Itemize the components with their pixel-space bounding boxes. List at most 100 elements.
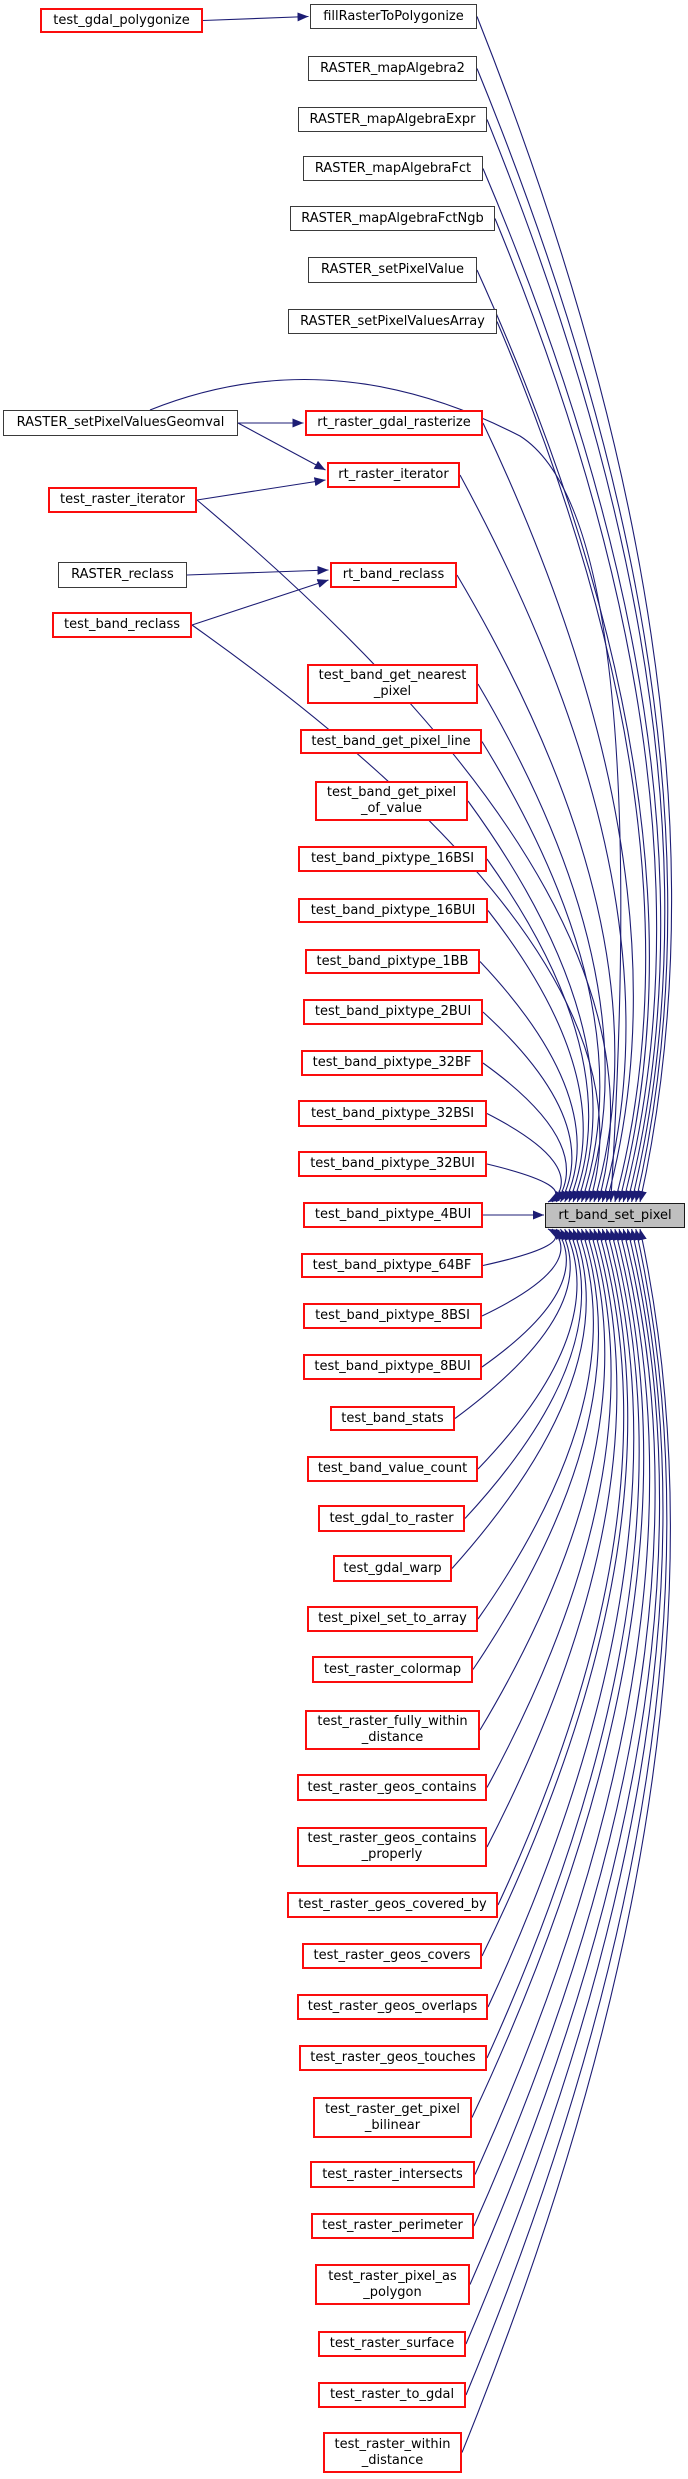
node-label: RASTER_setPixelValue — [321, 262, 464, 278]
call-edge-RASTER_setPixelValuesGeomval--rt_raster_iterator — [237, 422, 326, 471]
graph-node-test_gdal_warp[interactable]: test_gdal_warp — [333, 1555, 452, 1582]
node-label: _of_value — [360, 801, 423, 816]
graph-node-test_raster_geos_covered_by[interactable]: test_raster_geos_covered_by — [287, 1892, 498, 1918]
node-label: test_band_pixtype_32BF — [312, 1055, 472, 1071]
node-label: test_raster_colormap — [323, 1661, 462, 1677]
graph-node-test_pixel_set_to_array[interactable]: test_pixel_set_to_array — [307, 1606, 478, 1632]
graph-node-test_band_value_count[interactable]: test_band_value_count — [307, 1456, 478, 1482]
node-label: RASTER_mapAlgebraFct — [314, 160, 472, 176]
node-label: test_raster_to_gdal — [329, 2387, 455, 2403]
node-label: test_raster_pixel_as — [328, 2268, 457, 2284]
node-label: test_band_pixtype_1BB — [316, 953, 469, 969]
graph-node-test_band_pixtype_64BF[interactable]: test_band_pixtype_64BF — [301, 1253, 483, 1278]
graph-node-test_band_stats[interactable]: test_band_stats — [330, 1406, 455, 1431]
graph-node-test_band_pixtype_32BF[interactable]: test_band_pixtype_32BF — [301, 1050, 483, 1076]
graph-node-test_band_pixtype_16BUI[interactable]: test_band_pixtype_16BUI — [298, 898, 488, 923]
call-edge-rt_raster_iterator--rt_band_set_pixel — [459, 474, 627, 1203]
graph-node-test_band_pixtype_16BSI[interactable]: test_band_pixtype_16BSI — [298, 846, 487, 872]
graph-node-test_band_reclass[interactable]: test_band_reclass — [52, 612, 192, 638]
call-edge-test_band_stats--rt_band_set_pixel — [454, 1228, 571, 1419]
graph-node-RASTER_mapAlgebraExpr[interactable]: RASTER_mapAlgebraExpr — [298, 107, 487, 132]
call-edge-test_gdal_warp--rt_band_set_pixel — [451, 1228, 587, 1569]
graph-node-RASTER_mapAlgebraFctNgb[interactable]: RASTER_mapAlgebraFctNgb — [290, 206, 495, 231]
graph-node-test_raster_geos_covers[interactable]: test_raster_geos_covers — [302, 1943, 482, 1969]
call-edge-test_raster_intersects--rt_band_set_pixel — [474, 1228, 651, 2175]
graph-node-test_gdal_to_raster[interactable]: test_gdal_to_raster — [318, 1505, 465, 1532]
graph-node-RASTER_mapAlgebra2[interactable]: RASTER_mapAlgebra2 — [308, 56, 477, 81]
graph-node-test_raster_fully_within_distance[interactable]: test_raster_fully_within _distance — [305, 1710, 480, 1750]
node-label: test_band_pixtype_16BUI — [310, 902, 476, 918]
call-edge-test_band_pixtype_16BSI--rt_band_set_pixel — [486, 858, 590, 1203]
graph-node-test_raster_surface[interactable]: test_raster_surface — [318, 2331, 466, 2357]
graph-node-test_band_pixtype_8BUI[interactable]: test_band_pixtype_8BUI — [303, 1354, 482, 1380]
graph-node-fillRasterToPolygonize[interactable]: fillRasterToPolygonize — [310, 4, 477, 29]
graph-node-test_band_pixtype_8BSI[interactable]: test_band_pixtype_8BSI — [303, 1303, 482, 1329]
call-edge-RASTER_setPixelValuesArray--rt_band_set_pixel — [496, 321, 647, 1203]
node-label: RASTER_mapAlgebraExpr — [309, 111, 476, 127]
graph-node-test_raster_geos_contains[interactable]: test_raster_geos_contains — [297, 1774, 487, 1801]
call-edge-test_band_reclass--rt_band_reclass — [191, 579, 329, 626]
node-label: test_raster_get_pixel — [324, 2101, 461, 2117]
node-label: test_band_pixtype_64BF — [312, 1257, 472, 1273]
graph-node-test_band_pixtype_2BUI[interactable]: test_band_pixtype_2BUI — [303, 999, 483, 1025]
graph-node-test_raster_within_distance[interactable]: test_raster_within _distance — [323, 2432, 462, 2473]
node-label: test_raster_intersects — [322, 2166, 463, 2182]
call-edge-test_raster_geos_contains--rt_band_set_pixel — [486, 1228, 612, 1788]
graph-node-rt_band_reclass[interactable]: rt_band_reclass — [330, 562, 457, 588]
node-label: test_band_pixtype_8BSI — [315, 1308, 470, 1324]
call-edge-test_raster_geos_touches--rt_band_set_pixel — [486, 1228, 640, 2059]
graph-node-test_band_pixtype_32BSI[interactable]: test_band_pixtype_32BSI — [298, 1100, 487, 1127]
node-label: test_band_stats — [341, 1410, 444, 1426]
node-label: rt_band_reclass — [342, 567, 445, 583]
graph-node-RASTER_mapAlgebraFct[interactable]: RASTER_mapAlgebraFct — [303, 156, 483, 181]
call-edge-test_gdal_polygonize--fillRasterToPolygonize — [202, 12, 309, 22]
node-label: RASTER_mapAlgebraFctNgb — [301, 210, 484, 226]
graph-node-test_band_get_pixel_line[interactable]: test_band_get_pixel_line — [300, 729, 482, 754]
call-edge-test_raster_geos_contains_properly--rt_band_set_pixel — [486, 1228, 618, 1848]
graph-node-test_band_get_pixel_of_value[interactable]: test_band_get_pixel _of_value — [315, 781, 468, 821]
graph-node-RASTER_reclass[interactable]: RASTER_reclass — [58, 562, 187, 588]
node-label: test_band_reclass — [63, 617, 180, 633]
node-label: test_pixel_set_to_array — [318, 1611, 467, 1627]
call-edge-test_raster_surface--rt_band_set_pixel — [465, 1228, 664, 2345]
graph-node-test_raster_to_gdal[interactable]: test_raster_to_gdal — [318, 2382, 466, 2408]
graph-node-test_band_pixtype_4BUI[interactable]: test_band_pixtype_4BUI — [303, 1202, 483, 1228]
node-label: test_raster_iterator — [60, 492, 185, 508]
node-label: test_band_pixtype_32BSI — [310, 1105, 475, 1121]
graph-node-test_raster_intersects[interactable]: test_raster_intersects — [310, 2161, 475, 2188]
graph-node-test_raster_perimeter[interactable]: test_raster_perimeter — [311, 2213, 474, 2239]
graph-node-test_raster_colormap[interactable]: test_raster_colormap — [312, 1656, 473, 1683]
graph-node-test_band_pixtype_1BB[interactable]: test_band_pixtype_1BB — [305, 949, 480, 974]
node-label: _distance — [361, 1730, 424, 1745]
call-edge-test_raster_iterator--rt_raster_iterator — [196, 477, 326, 501]
graph-node-rt_raster_iterator[interactable]: rt_raster_iterator — [327, 462, 460, 488]
graph-node-test_raster_geos_touches[interactable]: test_raster_geos_touches — [299, 2045, 487, 2071]
graph-node-rt_raster_gdal_rasterize[interactable]: rt_raster_gdal_rasterize — [305, 410, 483, 436]
graph-node-test_raster_geos_overlaps[interactable]: test_raster_geos_overlaps — [297, 1994, 488, 2020]
node-label: RASTER_setPixelValuesArray — [300, 313, 485, 329]
call-edge-RASTER_setPixelValuesGeomval--rt_band_set_pixel — [149, 379, 622, 1203]
node-label: rt_raster_gdal_rasterize — [317, 415, 471, 431]
call-edge-test_band_get_pixel_of_value--rt_band_set_pixel — [467, 800, 594, 1203]
graph-node-test_band_get_nearest_pixel[interactable]: test_band_get_nearest _pixel — [307, 664, 478, 704]
call-edge-test_band_pixtype_64BF--rt_band_set_pixel — [482, 1228, 560, 1267]
graph-node-RASTER_setPixelValuesArray[interactable]: RASTER_setPixelValuesArray — [288, 309, 497, 334]
call-edge-RASTER_mapAlgebraFctNgb--rt_band_set_pixel — [494, 218, 658, 1203]
call-edge-test_band_pixtype_32BF--rt_band_set_pixel — [482, 1062, 567, 1203]
node-label: test_band_pixtype_2BUI — [314, 1004, 472, 1020]
call-edge-rt_band_reclass--rt_band_set_pixel — [456, 574, 616, 1203]
call-edge-test_raster_to_gdal--rt_band_set_pixel — [465, 1228, 668, 2396]
call-edge-test_gdal_to_raster--rt_band_set_pixel — [464, 1228, 583, 1519]
graph-node-rt_band_set_pixel: rt_band_set_pixel — [545, 1203, 685, 1228]
graph-node-test_gdal_polygonize[interactable]: test_gdal_polygonize — [40, 8, 203, 33]
graph-node-RASTER_setPixelValue[interactable]: RASTER_setPixelValue — [308, 257, 477, 283]
graph-node-test_raster_geos_contains_properly[interactable]: test_raster_geos_contains _properly — [297, 1827, 487, 1867]
graph-node-test_raster_pixel_as_polygon[interactable]: test_raster_pixel_as _polygon — [315, 2264, 470, 2305]
call-edge-test_raster_fully_within_distance--rt_band_set_pixel — [479, 1228, 606, 1731]
graph-node-test_band_pixtype_32BUI[interactable]: test_band_pixtype_32BUI — [298, 1151, 487, 1177]
graph-node-test_raster_iterator[interactable]: test_raster_iterator — [48, 487, 197, 513]
graph-node-test_raster_get_pixel_bilinear[interactable]: test_raster_get_pixel _bilinear — [313, 2097, 472, 2138]
graph-node-RASTER_setPixelValuesGeomval[interactable]: RASTER_setPixelValuesGeomval — [3, 410, 238, 436]
call-edge-RASTER_setPixelValue--rt_band_set_pixel — [476, 269, 650, 1203]
